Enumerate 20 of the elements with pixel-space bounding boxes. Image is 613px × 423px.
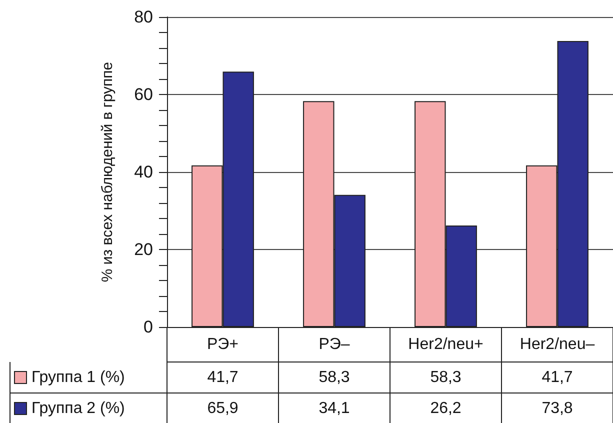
y-tick-label: 0 xyxy=(144,318,153,336)
data-label: 73,8 xyxy=(542,400,573,417)
data-label: 26,2 xyxy=(430,400,462,417)
data-label: 41,7 xyxy=(207,369,238,386)
y-tick-label: 20 xyxy=(134,240,153,259)
data-label: 65,9 xyxy=(207,400,238,417)
y-axis-title: % из всех наблюдений в группе xyxy=(99,62,116,282)
data-label: 41,7 xyxy=(542,369,573,386)
data-label: 58,3 xyxy=(430,369,462,386)
data-label: 58,3 xyxy=(318,369,350,386)
legend-label: Группа 2 (%) xyxy=(32,400,125,417)
y-tick-label: 40 xyxy=(134,162,153,182)
legend-label: Группа 1 (%) xyxy=(32,369,125,386)
x-tick-label: РЭ+ xyxy=(206,336,239,353)
x-tick-label: Her2/neu– xyxy=(520,336,595,353)
x-tick-label: Her2/neu+ xyxy=(408,336,484,353)
data-label: 34,1 xyxy=(318,400,350,417)
y-tick-label: 80 xyxy=(134,8,153,26)
x-tick-label: РЭ– xyxy=(318,336,350,353)
y-tick-label: 60 xyxy=(134,85,153,104)
